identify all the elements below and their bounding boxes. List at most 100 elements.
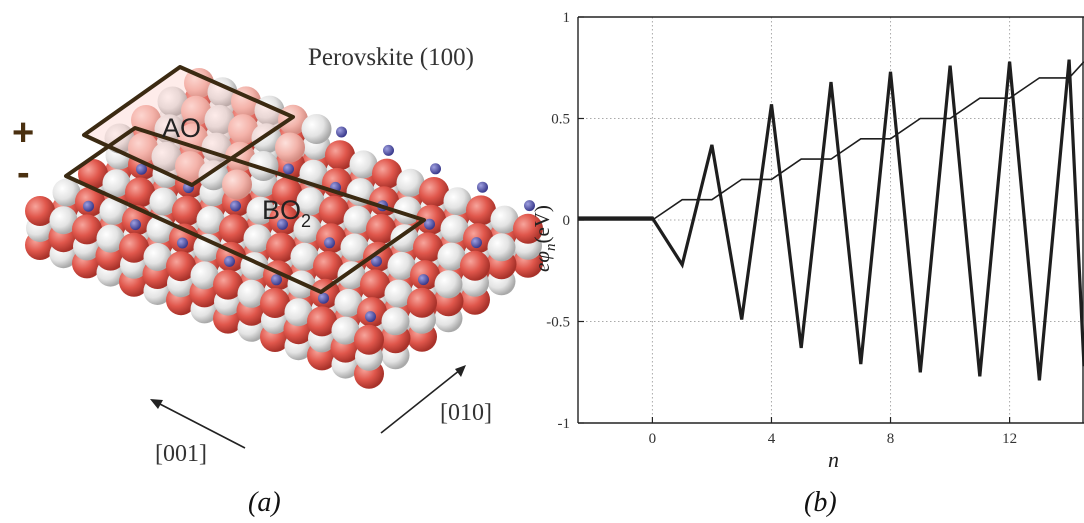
atom bbox=[513, 213, 543, 244]
atom bbox=[72, 214, 102, 245]
atom bbox=[354, 324, 384, 355]
atom bbox=[343, 205, 372, 234]
atom bbox=[477, 181, 488, 193]
atom bbox=[419, 177, 449, 207]
bo2-layer-outline bbox=[64, 126, 426, 294]
atom bbox=[275, 132, 305, 163]
direction-label-001: [001] bbox=[155, 441, 207, 467]
atom bbox=[424, 218, 435, 230]
atom bbox=[213, 269, 243, 300]
atom bbox=[471, 237, 482, 249]
y-ticks: 1 0.5 0 -0.5 -1 bbox=[546, 10, 584, 432]
atom bbox=[204, 104, 235, 135]
atom bbox=[284, 298, 313, 327]
atom bbox=[219, 214, 249, 245]
potential-chart-panel: 1 0.5 0 -0.5 -1 0 4 8 12 n eφn(eV) (b) bbox=[530, 10, 1084, 518]
atom bbox=[172, 195, 202, 226]
atom bbox=[99, 196, 128, 225]
atom bbox=[296, 187, 325, 216]
atom bbox=[413, 232, 443, 263]
ao-layer-label: AO bbox=[162, 113, 201, 143]
atom bbox=[130, 219, 141, 231]
y-tick-label: -0.5 bbox=[546, 315, 570, 331]
atom bbox=[181, 95, 211, 126]
atom bbox=[266, 232, 296, 263]
atom bbox=[396, 168, 425, 197]
bo2-layer-label: BO2 bbox=[262, 195, 311, 231]
atom bbox=[384, 279, 413, 308]
atom bbox=[125, 177, 155, 208]
atom bbox=[371, 255, 382, 267]
atom bbox=[349, 150, 378, 179]
atom bbox=[237, 279, 266, 308]
atom bbox=[407, 287, 437, 318]
atom bbox=[102, 169, 131, 198]
atom bbox=[260, 288, 290, 318]
atom bbox=[248, 151, 279, 181]
atom bbox=[418, 274, 429, 286]
atom bbox=[96, 224, 125, 253]
atom bbox=[334, 288, 363, 317]
atom bbox=[224, 255, 235, 267]
x-tick-label: 4 bbox=[768, 431, 776, 447]
atom bbox=[175, 151, 205, 182]
panel-a-title: Perovskite (100) bbox=[308, 44, 474, 71]
atom bbox=[136, 163, 147, 175]
atom bbox=[340, 233, 369, 262]
atom bbox=[318, 292, 329, 304]
atom bbox=[365, 311, 376, 323]
atom bbox=[190, 261, 219, 290]
atom bbox=[390, 224, 419, 253]
atom bbox=[25, 196, 55, 226]
caption-b: (b) bbox=[804, 487, 837, 518]
atom bbox=[166, 251, 196, 282]
atom bbox=[277, 218, 288, 230]
atom bbox=[230, 200, 241, 212]
arrow-010-head bbox=[455, 365, 466, 377]
atom bbox=[193, 233, 222, 262]
atom bbox=[283, 163, 294, 175]
perovskite-surface-panel: AO BO2 Perovskite (100) + - [001] [010] … bbox=[12, 44, 543, 518]
atom bbox=[157, 86, 188, 117]
atom bbox=[381, 307, 410, 336]
caption-a: (a) bbox=[248, 487, 281, 518]
x-ticks: 0 4 8 12 bbox=[649, 417, 1017, 447]
arrow-010 bbox=[380, 369, 461, 434]
minus-sign: - bbox=[17, 152, 30, 194]
atom bbox=[151, 141, 182, 172]
atom bbox=[383, 144, 394, 156]
atom bbox=[128, 132, 158, 163]
atom bbox=[301, 114, 332, 144]
atom bbox=[290, 242, 319, 271]
atom bbox=[271, 274, 282, 286]
y-tick-label: -1 bbox=[558, 416, 571, 432]
atom bbox=[184, 68, 214, 98]
atom bbox=[196, 206, 225, 234]
atom bbox=[78, 159, 108, 189]
direction-label-010: [010] bbox=[440, 400, 492, 426]
atom bbox=[52, 178, 81, 207]
atom bbox=[243, 224, 272, 253]
grid bbox=[578, 17, 1084, 423]
atom bbox=[324, 237, 335, 249]
atom bbox=[272, 177, 302, 208]
x-axis-label: n bbox=[828, 447, 839, 472]
x-tick-label: 8 bbox=[887, 431, 895, 447]
atom bbox=[246, 196, 275, 225]
atom bbox=[360, 269, 390, 300]
arrow-001 bbox=[155, 401, 246, 449]
atom bbox=[466, 195, 496, 226]
atom bbox=[490, 205, 519, 234]
atom bbox=[434, 270, 463, 299]
atom bbox=[207, 77, 238, 108]
series-line-2 bbox=[578, 61, 1084, 221]
atom bbox=[177, 237, 188, 249]
atom bbox=[49, 206, 78, 235]
plus-sign: + bbox=[12, 112, 34, 154]
atom bbox=[331, 316, 360, 345]
atom bbox=[293, 215, 322, 244]
atom bbox=[430, 163, 441, 175]
atom bbox=[119, 232, 149, 263]
bo2-subscript: 2 bbox=[301, 211, 311, 231]
